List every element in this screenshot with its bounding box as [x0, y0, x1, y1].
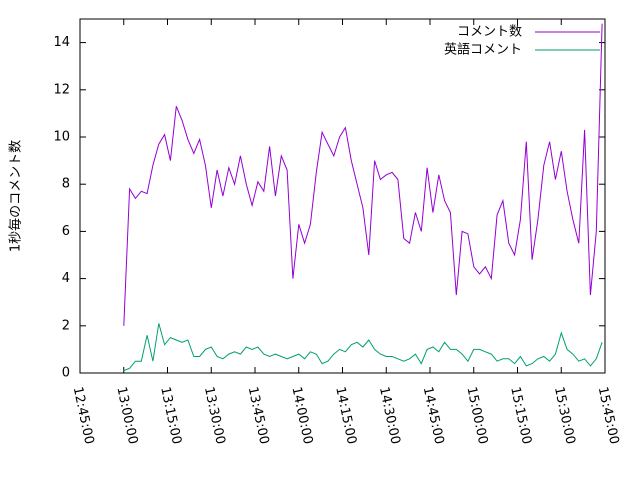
- x-tick-label: 14:15:00: [332, 385, 359, 445]
- series-line: [123, 323, 603, 372]
- y-tick-label: 14: [53, 35, 70, 50]
- y-axis-label: 1秒毎のコメント数: [8, 140, 24, 252]
- y-tick-label: 8: [62, 177, 70, 192]
- y-tick-label: 6: [62, 224, 70, 239]
- y-tick-label: 12: [53, 82, 70, 97]
- x-tick-label: 12:45:00: [70, 385, 97, 445]
- y-tick-label: 10: [53, 130, 70, 145]
- x-tick-label: 13:00:00: [113, 385, 140, 445]
- y-tick-label: 4: [62, 271, 70, 286]
- x-tick-label: 14:30:00: [376, 385, 403, 445]
- x-tick-label: 13:45:00: [245, 385, 272, 445]
- x-tick-label: 15:15:00: [507, 385, 534, 445]
- x-tick-label: 14:00:00: [288, 385, 315, 445]
- x-tick-label: 15:30:00: [551, 385, 578, 445]
- x-tick-label: 13:30:00: [201, 385, 228, 445]
- series-line: [123, 23, 603, 326]
- y-tick-label: 2: [62, 318, 70, 333]
- x-tick-label: 14:45:00: [420, 385, 447, 445]
- y-tick-label: 0: [62, 366, 70, 381]
- legend-label: 英語コメント: [444, 42, 522, 58]
- plot-border: [79, 18, 606, 374]
- x-tick-label: 13:15:00: [157, 385, 184, 445]
- legend-label: コメント数: [457, 25, 522, 40]
- x-tick-label: 15:45:00: [595, 385, 622, 445]
- x-tick-label: 15:00:00: [463, 385, 490, 445]
